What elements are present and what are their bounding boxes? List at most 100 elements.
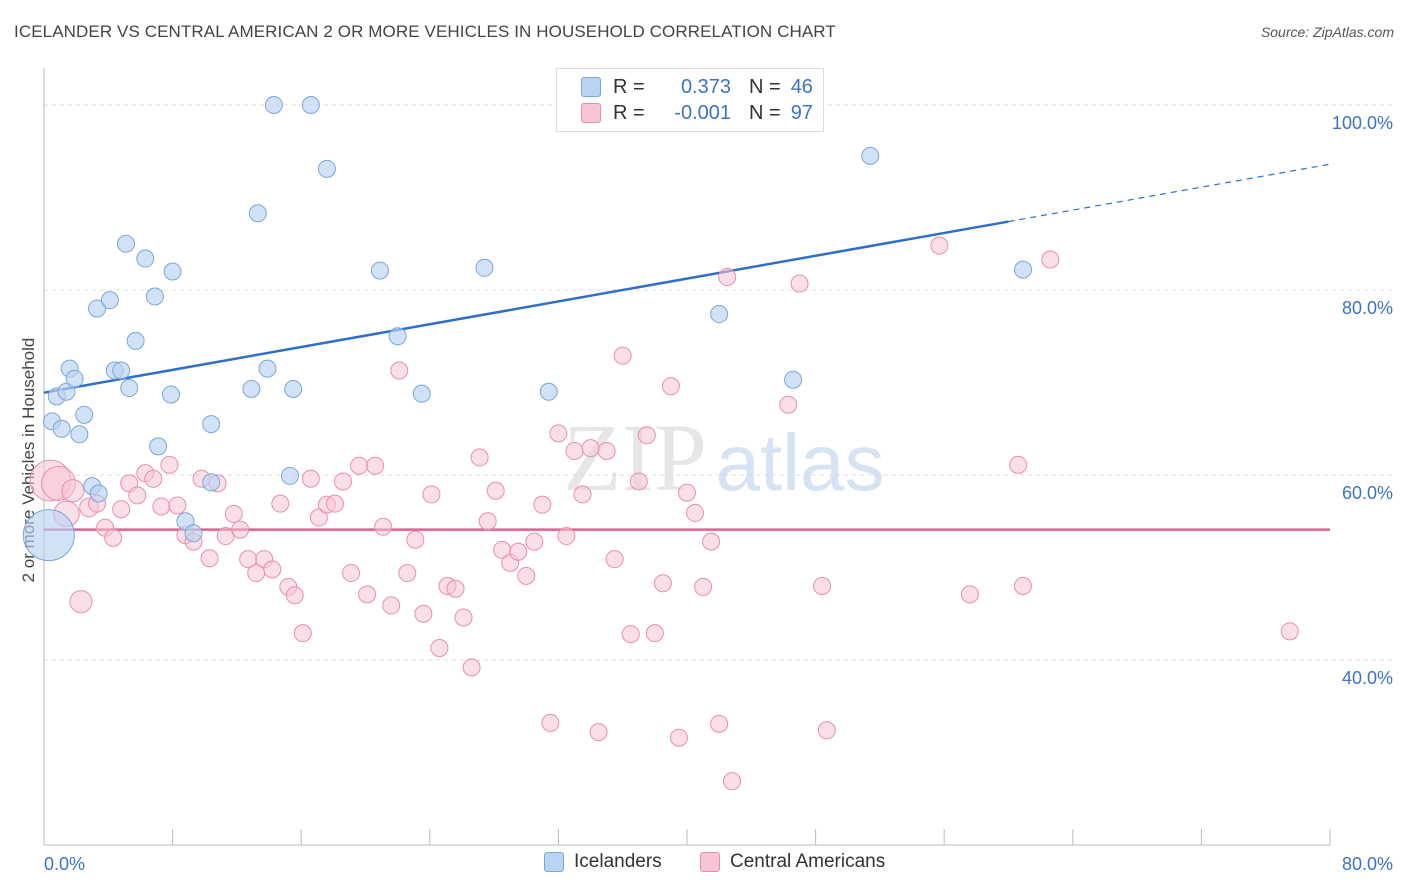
central-americans-point xyxy=(1009,455,1028,474)
central-americans-point xyxy=(486,481,505,500)
central-americans-point xyxy=(790,274,809,293)
x-tick-label: 80.0% xyxy=(1342,854,1393,874)
bottom-legend-icelanders: Icelanders xyxy=(544,851,662,873)
trend-lines xyxy=(43,163,1331,531)
central-americans-point xyxy=(112,500,131,519)
central-americans-point xyxy=(817,721,836,740)
icelanders-point xyxy=(317,159,336,178)
central-americans-point xyxy=(398,564,417,583)
central-americans-point xyxy=(406,530,425,549)
y-tick-label: 60.0% xyxy=(1342,483,1393,503)
x-tick-labels: 0.0% 80.0% xyxy=(44,854,1393,874)
central-americans-point xyxy=(509,542,528,561)
icelanders-point xyxy=(242,379,261,398)
icelanders-point xyxy=(89,484,108,503)
central-americans-point xyxy=(533,495,552,514)
central-americans-point xyxy=(960,585,979,604)
icelanders-trend-line xyxy=(43,220,1009,394)
y-tick-label: 100.0% xyxy=(1332,113,1393,133)
icelanders-point xyxy=(112,361,131,380)
central-americans-point xyxy=(422,485,441,504)
icelanders-point xyxy=(1013,260,1032,279)
central-americans-point xyxy=(686,503,705,522)
central-americans-point xyxy=(446,579,465,598)
central-americans-label: Central Americans xyxy=(730,851,886,872)
central-americans-point xyxy=(470,448,489,467)
central-americans-point xyxy=(1041,250,1060,269)
central-americans-point xyxy=(581,439,600,458)
central-americans-point xyxy=(525,532,544,551)
icelanders-point xyxy=(784,370,803,389)
central-americans-point xyxy=(200,549,219,568)
central-americans-point xyxy=(557,527,576,546)
central-americans-point xyxy=(813,577,832,595)
central-americans-point xyxy=(293,624,312,643)
icelanders-point xyxy=(202,473,221,492)
icelanders-point xyxy=(88,299,107,318)
central-americans-point xyxy=(285,586,304,605)
central-americans-point xyxy=(430,638,449,657)
central-americans-point xyxy=(390,361,409,380)
y-tick-label: 40.0% xyxy=(1342,668,1393,688)
icelanders-point xyxy=(301,96,320,114)
n-label: N = xyxy=(749,101,781,124)
axes xyxy=(43,68,1331,846)
central-americans-point xyxy=(382,596,401,615)
central-americans-point xyxy=(661,377,680,396)
icelanders-swatch xyxy=(581,77,601,97)
central-americans-point xyxy=(152,497,171,516)
n-value: 46 xyxy=(790,75,813,98)
icelanders-point xyxy=(145,287,164,306)
central-americans-point xyxy=(271,494,290,513)
central-americans-point xyxy=(710,714,729,733)
icelanders-point xyxy=(163,262,182,281)
central-americans-point xyxy=(462,658,481,677)
central-americans-point xyxy=(263,560,282,579)
icelanders-point xyxy=(264,96,283,114)
central-americans-point xyxy=(69,590,93,614)
central-americans-point xyxy=(605,550,624,569)
central-americans-point xyxy=(325,494,344,513)
central-americans-point xyxy=(597,441,616,460)
x-tick-label: 0.0% xyxy=(44,854,85,874)
central-americans-point xyxy=(573,485,592,504)
icelanders-point xyxy=(710,305,729,324)
icelanders-point xyxy=(388,327,407,346)
icelanders-point xyxy=(136,249,155,268)
chart-title: ICELANDER VS CENTRAL AMERICAN 2 OR MORE … xyxy=(14,22,836,41)
icelanders-points xyxy=(22,96,1032,562)
icelanders-swatch xyxy=(544,852,564,872)
watermark-atlas: atlas xyxy=(716,418,885,507)
y-tick-labels: 40.0% 60.0% 80.0% 100.0% xyxy=(1332,113,1393,688)
central-americans-point xyxy=(541,713,560,732)
central-americans-point xyxy=(160,455,179,474)
r-value: -0.001 xyxy=(674,101,731,124)
legend-row-central-americans: R = -0.001 N = 97 xyxy=(581,100,813,126)
central-americans-point xyxy=(301,469,320,488)
central-americans-swatch xyxy=(700,852,720,872)
icelanders-point xyxy=(75,405,94,424)
icelanders-point xyxy=(370,261,389,280)
icelanders-point xyxy=(202,415,221,434)
central-americans-point xyxy=(168,496,187,515)
central-americans-point xyxy=(645,624,664,643)
icelanders-point xyxy=(184,524,203,543)
central-americans-point xyxy=(669,728,688,747)
icelanders-point xyxy=(280,466,299,485)
central-americans-point xyxy=(678,483,696,502)
icelanders-point xyxy=(284,379,303,398)
central-americans-point xyxy=(1013,577,1032,595)
central-americans-point xyxy=(702,532,721,551)
central-americans-point xyxy=(224,504,243,523)
central-americans-point xyxy=(723,772,742,791)
icelanders-point xyxy=(539,382,558,401)
central-americans-point xyxy=(454,608,473,627)
central-americans-point xyxy=(104,528,123,547)
central-americans-point xyxy=(358,585,377,604)
central-americans-point xyxy=(231,520,250,539)
correlation-legend: R = 0.373 N = 46 R = -0.001 N = 97 xyxy=(556,68,824,132)
n-label: N = xyxy=(749,75,781,98)
icelanders-label: Icelanders xyxy=(574,851,662,872)
central-americans-point xyxy=(309,508,328,527)
